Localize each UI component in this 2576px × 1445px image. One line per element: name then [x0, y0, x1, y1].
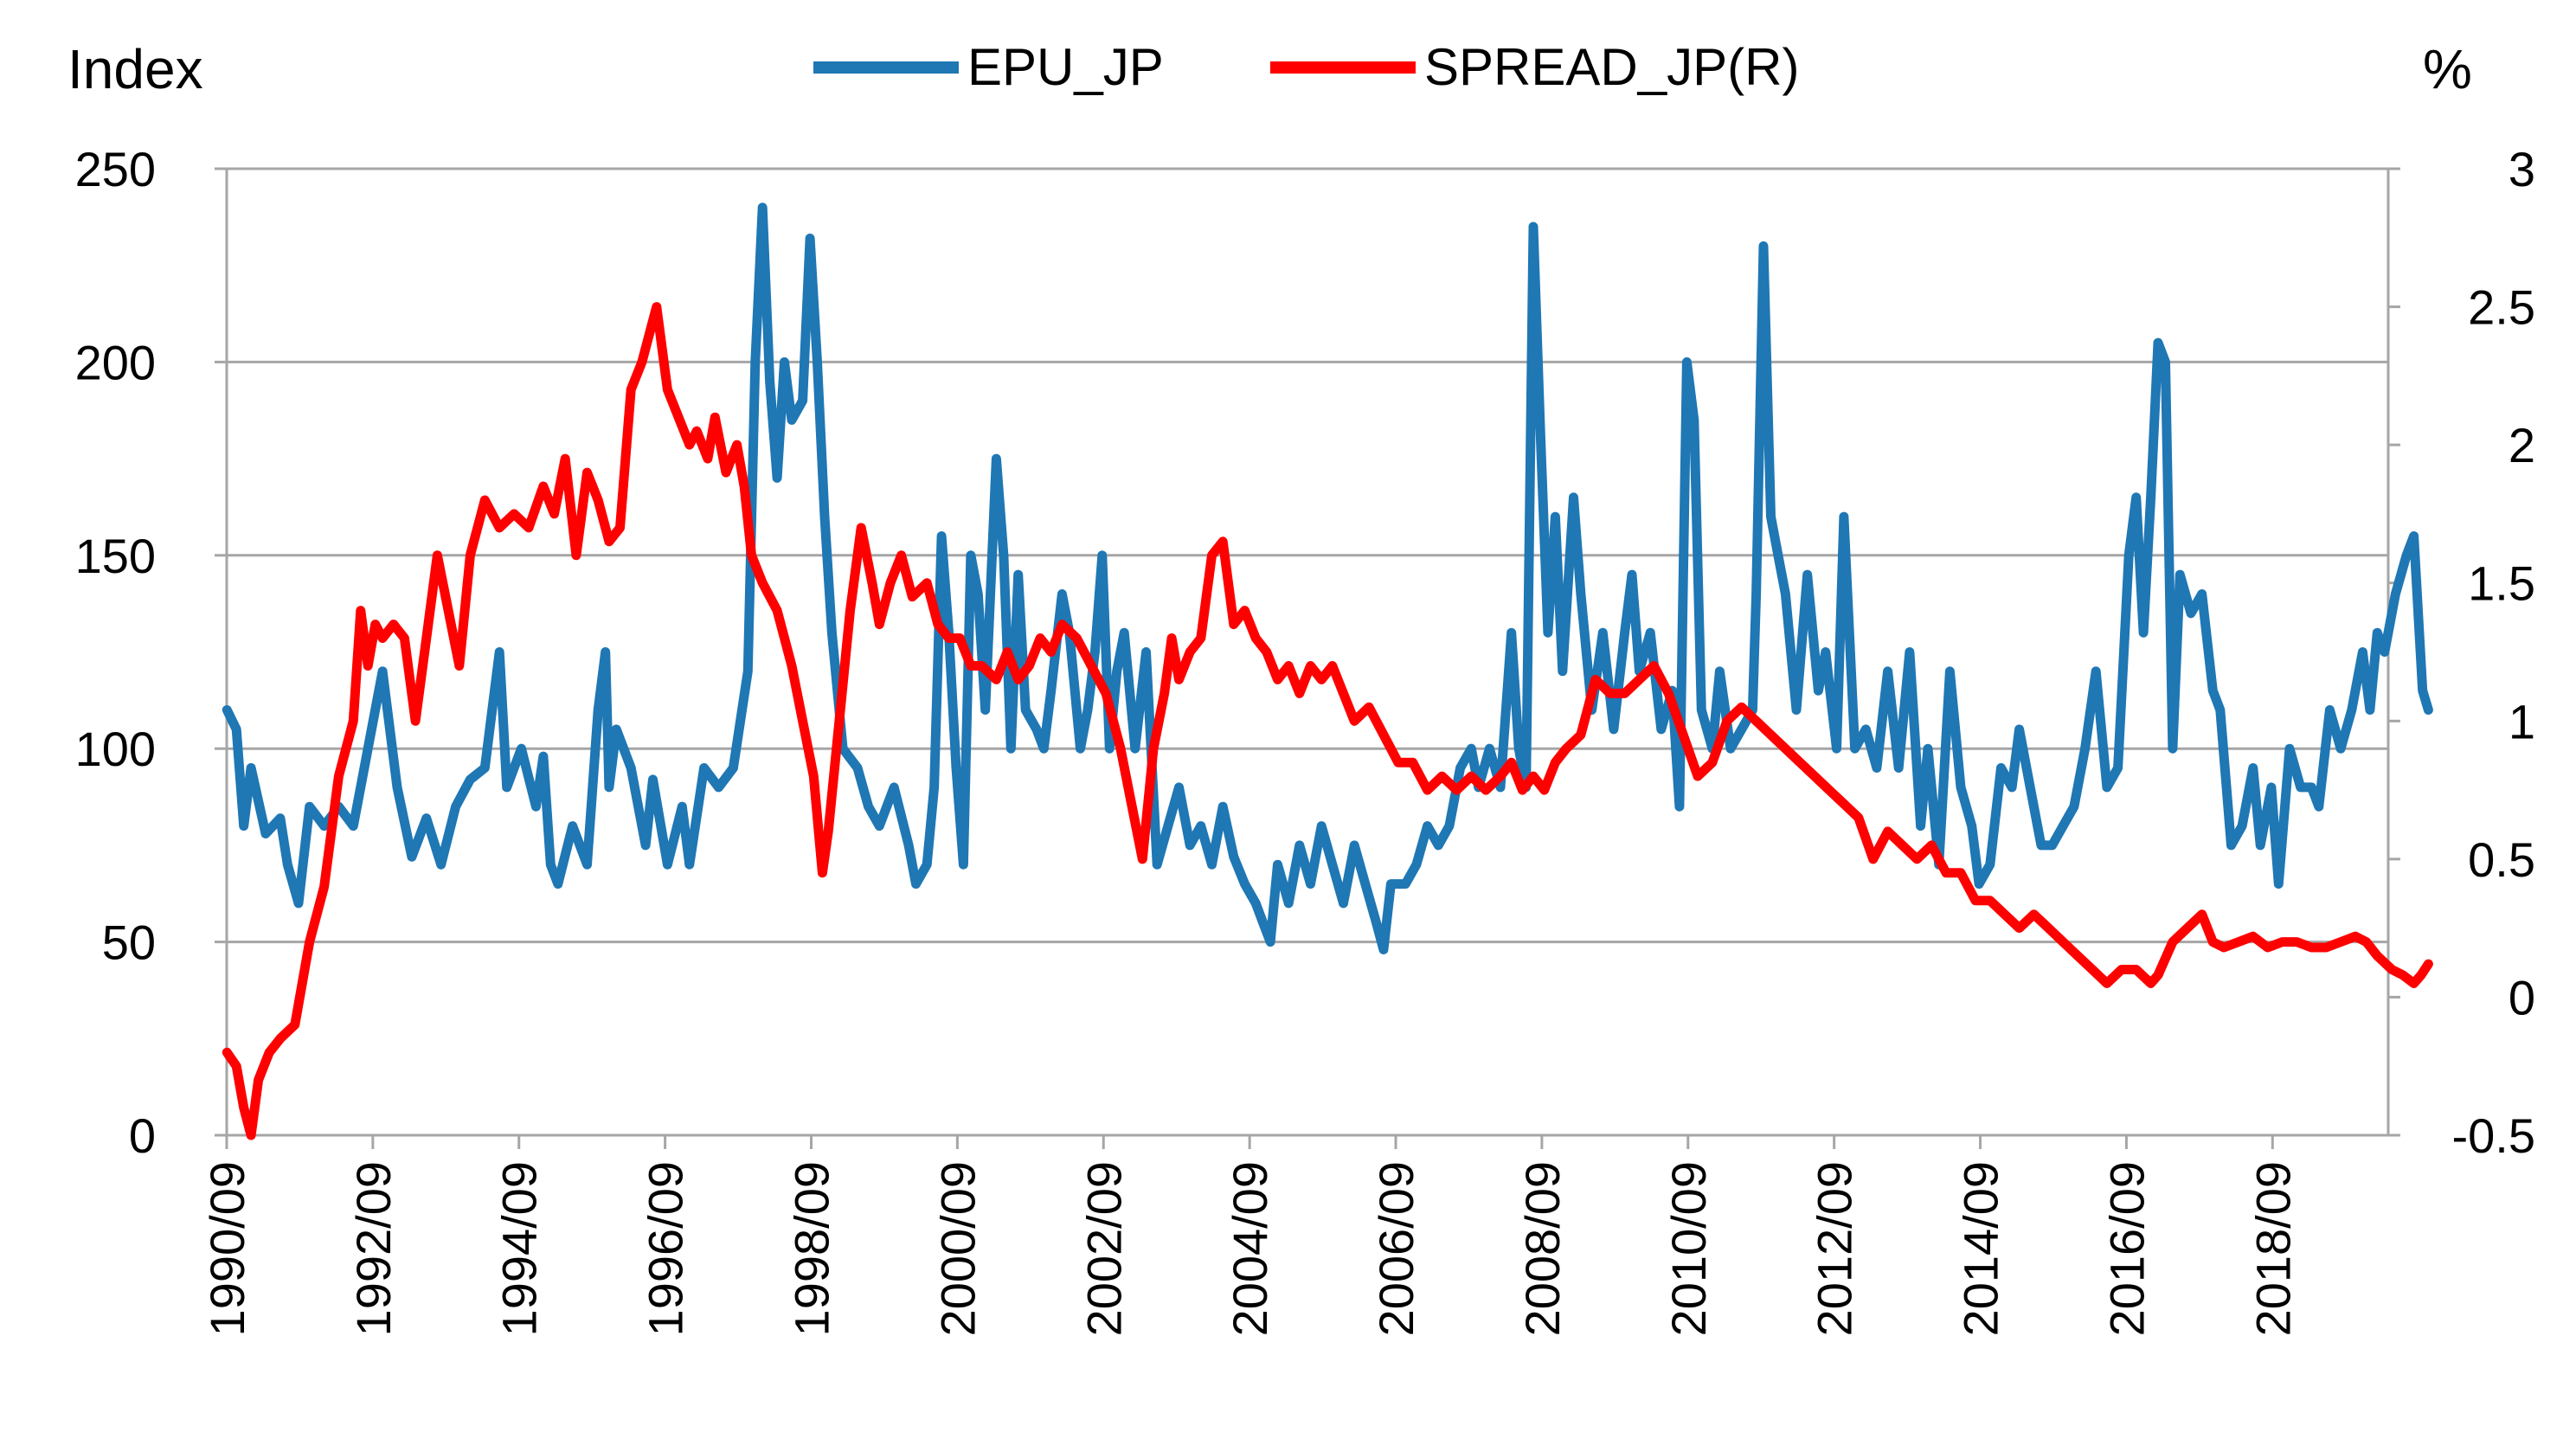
x-tick-label: 1994/09 — [492, 1161, 547, 1336]
y-left-tick-label: 100 — [75, 722, 156, 776]
y-right-tick-label: -0.5 — [2452, 1108, 2536, 1163]
y-right-tick-label: 3 — [2509, 142, 2535, 196]
series-line-epu — [222, 202, 2433, 954]
x-tick-label: 1998/09 — [784, 1161, 838, 1336]
x-tick-label: 1996/09 — [639, 1161, 693, 1336]
x-tick-label: 1992/09 — [346, 1161, 401, 1336]
legend-label-spread: SPREAD_JP(R) — [1424, 38, 1799, 96]
y-left-tick-label: 0 — [129, 1108, 156, 1163]
legend-label-epu: EPU_JP — [967, 38, 1164, 96]
x-tick-label: 2008/09 — [1515, 1161, 1570, 1336]
x-tick-label: 2016/09 — [2099, 1161, 2154, 1336]
series-layer — [222, 202, 2433, 1140]
y-left-tick-label: 50 — [102, 915, 156, 970]
gridlines — [227, 167, 2388, 944]
y-left-tick-label: 150 — [75, 529, 156, 583]
legend: EPU_JP SPREAD_JP(R) — [813, 38, 1799, 96]
x-tick-label: 2002/09 — [1076, 1161, 1131, 1336]
x-tick-label: 2014/09 — [1954, 1161, 2008, 1336]
y-right-tick-label: 2 — [2509, 418, 2535, 472]
y-left-tick-label: 200 — [75, 335, 156, 389]
series-line-spread — [222, 302, 2433, 1140]
x-tick-label: 1990/09 — [200, 1161, 254, 1336]
y-right-tick-label: 0.5 — [2468, 832, 2535, 887]
x-tick-label: 2012/09 — [1808, 1161, 1862, 1336]
y-left-tick-label: 250 — [75, 142, 156, 196]
y-right-tick-label: 1 — [2509, 694, 2535, 748]
x-tick-label: 2018/09 — [2245, 1161, 2300, 1336]
y-right-tick-label: 0 — [2509, 970, 2535, 1024]
left-axis-unit: Index — [67, 38, 203, 100]
y-right-tick-label: 2.5 — [2468, 280, 2535, 335]
x-tick-label: 2000/09 — [930, 1161, 985, 1336]
x-tick-label: 2010/09 — [1661, 1161, 1716, 1336]
x-tick-label: 2004/09 — [1223, 1161, 1277, 1336]
axes: 0 50 100 150 200 250 -0.5 0 0.5 1 1.5 2 2.5 3 1990/09 1… — [75, 142, 2535, 1336]
y-right-tick-label: 1.5 — [2468, 556, 2535, 611]
x-tick-label: 2006/09 — [1369, 1161, 1423, 1336]
right-axis-unit: % — [2423, 38, 2472, 100]
